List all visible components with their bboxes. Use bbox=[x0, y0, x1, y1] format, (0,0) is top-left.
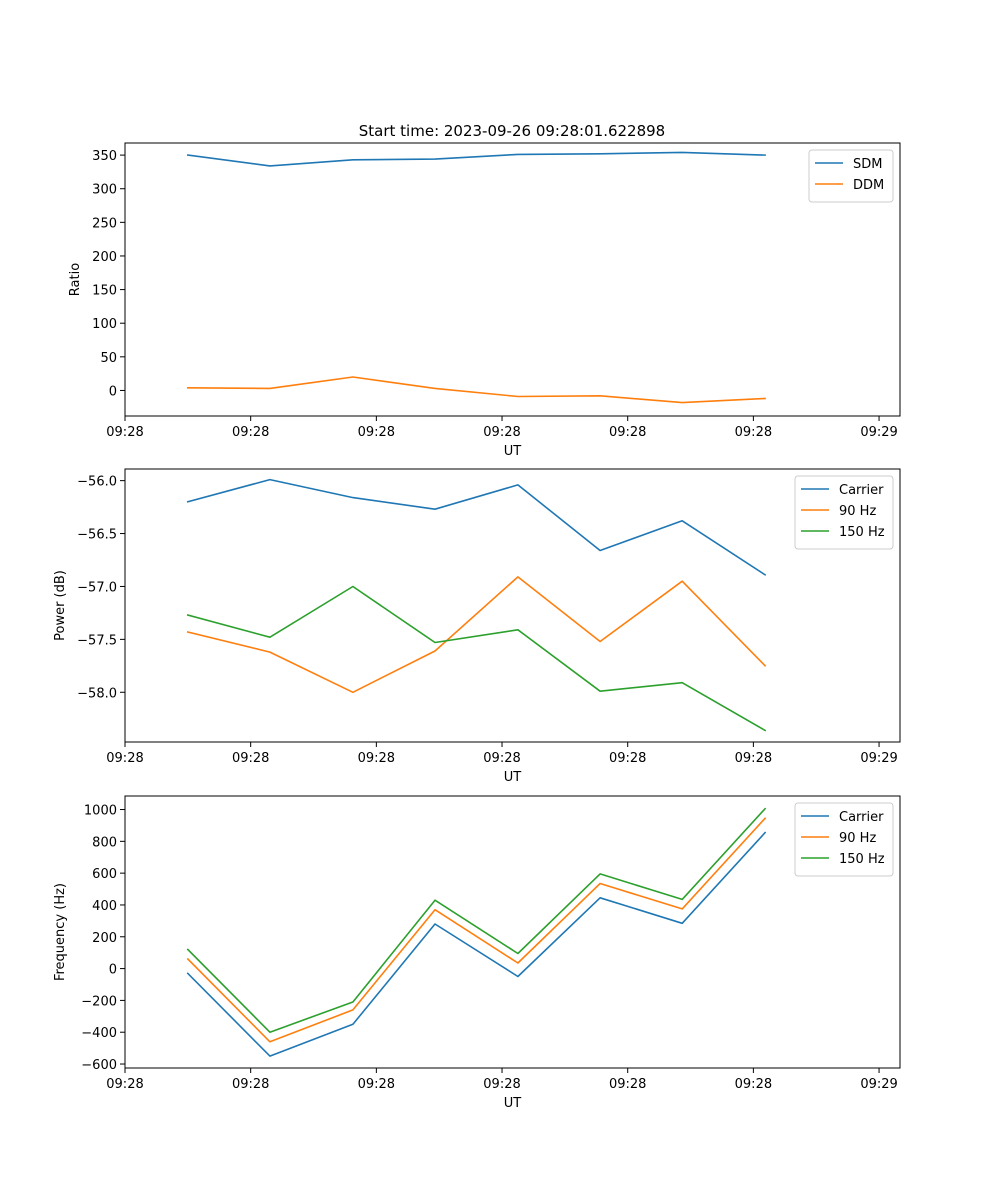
x-tick-label: 09:28 bbox=[232, 1077, 269, 1092]
x-axis-label: UT bbox=[504, 770, 522, 785]
legend-label: SDM bbox=[853, 157, 882, 172]
y-tick-label: 1000 bbox=[84, 804, 117, 819]
legend: SDM DDM bbox=[808, 149, 894, 203]
x-axis-label: UT bbox=[504, 444, 522, 459]
x-tick-label: 09:28 bbox=[609, 751, 646, 766]
x-tick-label: 09:28 bbox=[232, 425, 269, 440]
series-line-sdm bbox=[186, 151, 766, 167]
y-axis-label: Frequency (Hz) bbox=[53, 883, 68, 981]
series-line-ddm bbox=[186, 376, 766, 404]
x-tick-label: 09:28 bbox=[358, 425, 395, 440]
y-tick-label: −57.0 bbox=[77, 580, 117, 595]
legend-label: Carrier bbox=[839, 810, 884, 825]
y-tick-label: 400 bbox=[92, 899, 117, 914]
legend: Carrier 90 Hz 150 Hz bbox=[794, 475, 894, 550]
y-tick-label: 200 bbox=[92, 250, 117, 265]
y-tick-label: −58.0 bbox=[77, 686, 117, 701]
y-tick-label: −400 bbox=[81, 1026, 117, 1041]
axes-frame bbox=[124, 468, 901, 743]
x-axis-label: UT bbox=[504, 1096, 522, 1111]
y-tick-label: 300 bbox=[92, 183, 117, 198]
y-tick-label: 800 bbox=[92, 835, 117, 850]
legend-label: 90 Hz bbox=[839, 504, 876, 519]
x-tick-label: 09:28 bbox=[106, 1077, 143, 1092]
series-line-carrier bbox=[186, 478, 767, 576]
y-tick-label: 150 bbox=[92, 284, 117, 299]
x-tick-label: 09:29 bbox=[860, 751, 897, 766]
series-line-150-hz bbox=[186, 807, 767, 1033]
y-tick-label: 250 bbox=[92, 216, 117, 231]
x-tick-label: 09:28 bbox=[735, 751, 772, 766]
y-tick-label: 50 bbox=[100, 351, 117, 366]
x-tick-label: 09:28 bbox=[735, 1077, 772, 1092]
x-tick-label: 09:29 bbox=[860, 425, 897, 440]
x-tick-label: 09:28 bbox=[232, 751, 269, 766]
y-tick-label: −56.5 bbox=[77, 528, 117, 543]
x-tick-label: 09:28 bbox=[483, 751, 520, 766]
y-tick-label: 0 bbox=[109, 963, 117, 978]
ratio-chart: 09:28 09:28 09:28 09:28 09:28 09:28 09:29 350 30… bbox=[68, 142, 901, 459]
series-line-carrier bbox=[186, 831, 767, 1057]
x-tick-label: 09:29 bbox=[860, 1077, 897, 1092]
y-tick-label: −600 bbox=[81, 1058, 117, 1073]
x-tick-label: 09:28 bbox=[735, 425, 772, 440]
y-axis-label: Ratio bbox=[68, 263, 83, 296]
series-line-90-hz bbox=[186, 576, 767, 694]
axes-frame bbox=[124, 142, 901, 417]
x-tick-label: 09:28 bbox=[106, 425, 143, 440]
y-tick-label: 350 bbox=[92, 149, 117, 164]
legend-label: DDM bbox=[853, 178, 884, 193]
y-axis-label: Power (dB) bbox=[53, 570, 68, 641]
y-tick-label: 0 bbox=[109, 384, 117, 399]
y-tick-label: −56.0 bbox=[77, 475, 117, 490]
series-line-150-hz bbox=[186, 585, 767, 732]
y-tick-label: −200 bbox=[81, 994, 117, 1009]
legend-label: 90 Hz bbox=[839, 831, 876, 846]
power-chart: 09:28 09:28 09:28 09:28 09:28 09:28 09:29 −56.0… bbox=[53, 468, 901, 785]
y-tick-label: 200 bbox=[92, 931, 117, 946]
series-line-90-hz bbox=[186, 817, 767, 1043]
axes-frame bbox=[124, 795, 901, 1069]
y-tick-label: 600 bbox=[92, 867, 117, 882]
y-tick-label: −57.5 bbox=[77, 633, 117, 648]
x-tick-label: 09:28 bbox=[609, 425, 646, 440]
x-tick-label: 09:28 bbox=[483, 425, 520, 440]
legend-label: Carrier bbox=[839, 483, 884, 498]
legend: Carrier 90 Hz 150 Hz bbox=[794, 802, 894, 877]
figure-title: Start time: 2023-09-26 09:28:01.622898 bbox=[359, 122, 665, 140]
x-tick-label: 09:28 bbox=[358, 1077, 395, 1092]
legend-label: 150 Hz bbox=[839, 852, 885, 867]
legend-label: 150 Hz bbox=[839, 525, 885, 540]
y-tick-label: 100 bbox=[92, 317, 117, 332]
x-tick-label: 09:28 bbox=[358, 751, 395, 766]
x-tick-label: 09:28 bbox=[106, 751, 143, 766]
frequency-chart: 09:28 09:28 09:28 09:28 09:28 09:28 09:29 1000 8… bbox=[53, 795, 901, 1111]
x-tick-label: 09:28 bbox=[483, 1077, 520, 1092]
x-tick-label: 09:28 bbox=[609, 1077, 646, 1092]
